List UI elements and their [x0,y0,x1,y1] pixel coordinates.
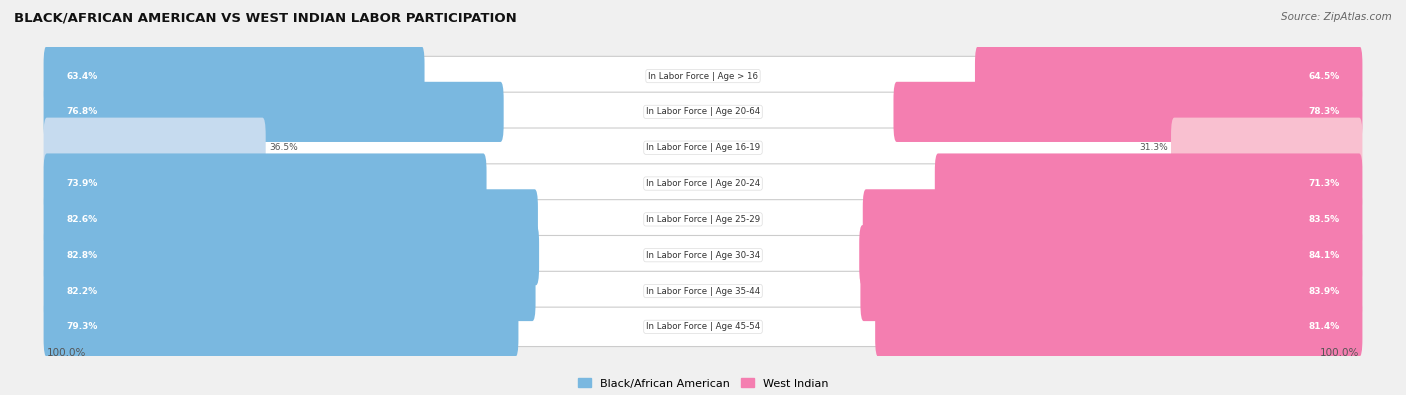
Text: 63.4%: 63.4% [66,71,98,81]
Text: Source: ZipAtlas.com: Source: ZipAtlas.com [1281,12,1392,22]
FancyBboxPatch shape [46,235,1360,275]
Text: 82.6%: 82.6% [66,215,97,224]
Text: 64.5%: 64.5% [1308,71,1340,81]
Text: 73.9%: 73.9% [66,179,98,188]
FancyBboxPatch shape [859,225,1362,285]
Text: 83.9%: 83.9% [1308,286,1340,295]
FancyBboxPatch shape [46,92,1360,132]
Text: 82.2%: 82.2% [66,286,97,295]
Text: 100.0%: 100.0% [46,348,86,357]
FancyBboxPatch shape [46,128,1360,167]
Text: In Labor Force | Age 16-19: In Labor Force | Age 16-19 [645,143,761,152]
Text: In Labor Force | Age 20-64: In Labor Force | Age 20-64 [645,107,761,117]
Text: 84.1%: 84.1% [1308,251,1340,260]
Text: In Labor Force | Age 25-29: In Labor Force | Age 25-29 [645,215,761,224]
FancyBboxPatch shape [860,261,1362,321]
FancyBboxPatch shape [46,199,1360,239]
Text: 71.3%: 71.3% [1308,179,1340,188]
FancyBboxPatch shape [46,271,1360,311]
Text: 81.4%: 81.4% [1308,322,1340,331]
Text: In Labor Force | Age 45-54: In Labor Force | Age 45-54 [645,322,761,331]
FancyBboxPatch shape [893,82,1362,142]
Text: 36.5%: 36.5% [269,143,298,152]
Text: In Labor Force | Age 30-34: In Labor Force | Age 30-34 [645,251,761,260]
FancyBboxPatch shape [875,297,1362,357]
Text: 76.8%: 76.8% [66,107,98,117]
Legend: Black/African American, West Indian: Black/African American, West Indian [574,374,832,393]
FancyBboxPatch shape [44,153,486,214]
FancyBboxPatch shape [44,225,538,285]
FancyBboxPatch shape [863,189,1362,250]
FancyBboxPatch shape [44,189,538,250]
FancyBboxPatch shape [44,46,425,106]
FancyBboxPatch shape [44,82,503,142]
Text: 78.3%: 78.3% [1308,107,1340,117]
FancyBboxPatch shape [974,46,1362,106]
Text: In Labor Force | Age 35-44: In Labor Force | Age 35-44 [645,286,761,295]
FancyBboxPatch shape [46,164,1360,203]
Text: 82.8%: 82.8% [66,251,97,260]
Text: 100.0%: 100.0% [1320,348,1360,357]
Text: 83.5%: 83.5% [1309,215,1340,224]
FancyBboxPatch shape [935,153,1362,214]
FancyBboxPatch shape [46,56,1360,96]
Text: In Labor Force | Age 20-24: In Labor Force | Age 20-24 [645,179,761,188]
Text: 79.3%: 79.3% [66,322,98,331]
FancyBboxPatch shape [46,307,1360,346]
FancyBboxPatch shape [44,261,536,321]
Text: In Labor Force | Age > 16: In Labor Force | Age > 16 [648,71,758,81]
FancyBboxPatch shape [44,118,266,178]
Text: BLACK/AFRICAN AMERICAN VS WEST INDIAN LABOR PARTICIPATION: BLACK/AFRICAN AMERICAN VS WEST INDIAN LA… [14,12,517,25]
FancyBboxPatch shape [44,297,519,357]
Text: 31.3%: 31.3% [1139,143,1168,152]
FancyBboxPatch shape [1171,118,1362,178]
